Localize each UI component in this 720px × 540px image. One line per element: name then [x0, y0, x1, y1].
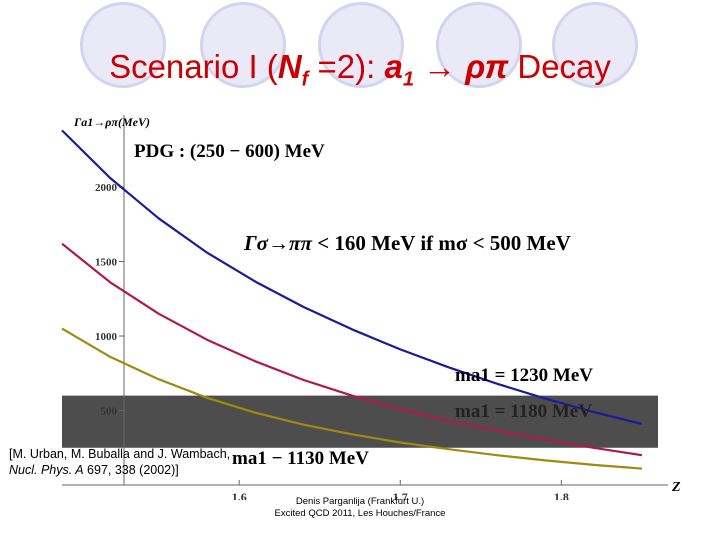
- y-tick-label: 2000: [95, 182, 118, 194]
- label-ma1-1230: ma1 = 1230 MeV: [455, 365, 593, 386]
- decor-circle: [80, 2, 166, 88]
- y-tick-label: 500: [101, 406, 118, 418]
- x-tick-label: 1.7: [393, 490, 408, 500]
- y-axis-title: Γa1→ρπ(MeV): [73, 115, 150, 129]
- decor-circle: [552, 2, 638, 88]
- slide-title: Scenario I (Nf =2): a1 → ρπ Decay: [109, 48, 611, 91]
- pdg-band: [62, 395, 658, 448]
- x-axis-title: Z: [671, 480, 681, 495]
- y-tick-label: 1000: [95, 331, 118, 343]
- y-tick-label: 1500: [95, 257, 118, 269]
- slide-footer: Denis Parganlija (Frankfurt U.) Excited …: [240, 496, 480, 520]
- sigma-width-annotation: Γσ→ππ < 160 MeV if mσ < 500 MeV: [243, 231, 571, 255]
- series-line-1: [61, 129, 643, 425]
- decay-width-chart: 500 1000 1500 2000 1.6 1.7 1.8 Γa1→ρπ(MeV) Z PDG…: [61, 115, 681, 500]
- footer-author: Denis Parganlija (Frankfurt U.): [295, 496, 425, 507]
- reference-citation: [M. Urban, M. Buballa and J. Wambach, Nu…: [9, 447, 231, 477]
- label-ma1-1180: ma1 = 1180 MeV: [455, 401, 592, 422]
- decor-circle: [318, 2, 404, 88]
- series-line-2: [61, 242, 643, 457]
- decor-circle: [436, 2, 522, 88]
- label-ma1-1130: ma1 − 1130 MeV: [232, 448, 369, 469]
- x-tick-label: 1.6: [232, 490, 247, 500]
- footer-event: Excited QCD 2011, Les Houches/France: [274, 508, 446, 519]
- x-tick-label: 1.8: [554, 490, 569, 500]
- pdg-annotation: PDG : (250 − 600) MeV: [134, 141, 325, 162]
- decor-circle: [200, 2, 286, 88]
- series-line-3: [61, 327, 642, 470]
